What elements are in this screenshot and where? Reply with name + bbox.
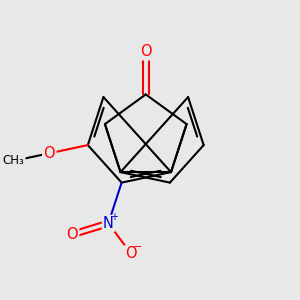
Text: CH₃: CH₃ bbox=[3, 154, 25, 167]
Text: O: O bbox=[140, 44, 152, 59]
Text: O: O bbox=[44, 146, 55, 161]
Text: −: − bbox=[133, 242, 142, 252]
Text: N: N bbox=[103, 216, 114, 231]
Text: +: + bbox=[110, 212, 118, 222]
Text: O: O bbox=[125, 246, 137, 261]
Text: O: O bbox=[66, 227, 78, 242]
